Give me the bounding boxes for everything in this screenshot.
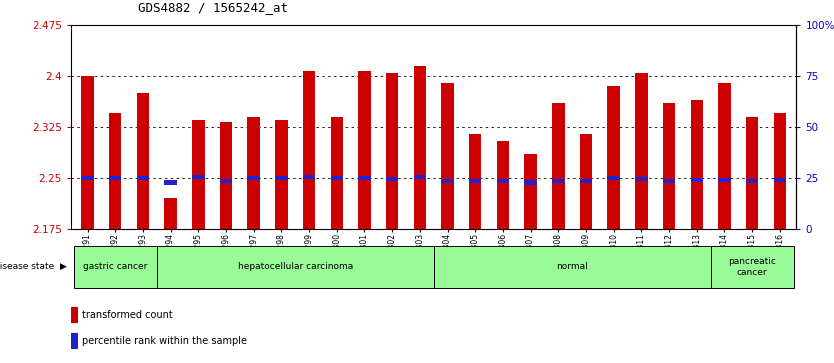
Bar bbox=[275, 120, 288, 229]
Bar bbox=[73, 245, 157, 288]
Bar bbox=[711, 245, 794, 288]
Bar bbox=[275, 176, 288, 180]
Bar bbox=[137, 176, 149, 180]
Bar bbox=[414, 175, 426, 179]
Bar bbox=[137, 93, 149, 229]
Bar bbox=[497, 140, 509, 229]
Bar bbox=[164, 198, 177, 229]
Bar bbox=[248, 117, 260, 229]
Bar bbox=[525, 154, 537, 229]
Bar bbox=[71, 307, 78, 323]
Bar bbox=[157, 245, 434, 288]
Bar bbox=[469, 134, 481, 229]
Bar bbox=[330, 117, 343, 229]
Bar bbox=[219, 179, 232, 183]
Bar bbox=[303, 71, 315, 229]
Bar bbox=[359, 176, 370, 180]
Bar bbox=[164, 180, 177, 185]
Bar bbox=[636, 73, 648, 229]
Bar bbox=[219, 122, 232, 229]
Bar bbox=[192, 120, 204, 229]
Bar bbox=[746, 117, 758, 229]
Bar bbox=[330, 176, 343, 180]
Bar bbox=[469, 179, 481, 183]
Text: pancreatic
cancer: pancreatic cancer bbox=[728, 257, 776, 277]
Text: disease state  ▶: disease state ▶ bbox=[0, 262, 67, 271]
Bar bbox=[386, 177, 399, 182]
Bar bbox=[109, 176, 122, 180]
Bar bbox=[774, 114, 786, 229]
Text: gastric cancer: gastric cancer bbox=[83, 262, 148, 271]
Bar bbox=[359, 71, 370, 229]
Bar bbox=[774, 178, 786, 182]
Bar bbox=[71, 333, 78, 349]
Bar bbox=[718, 178, 731, 182]
Bar bbox=[434, 245, 711, 288]
Bar bbox=[109, 114, 122, 229]
Text: percentile rank within the sample: percentile rank within the sample bbox=[83, 336, 248, 346]
Bar bbox=[636, 177, 648, 182]
Bar bbox=[691, 178, 703, 182]
Bar bbox=[81, 76, 93, 229]
Bar bbox=[718, 83, 731, 229]
Bar bbox=[414, 66, 426, 229]
Text: transformed count: transformed count bbox=[83, 310, 173, 320]
Text: GDS4882 / 1565242_at: GDS4882 / 1565242_at bbox=[138, 1, 288, 15]
Bar bbox=[580, 179, 592, 183]
Bar bbox=[525, 180, 537, 185]
Bar bbox=[663, 179, 676, 183]
Bar bbox=[303, 175, 315, 179]
Bar bbox=[441, 83, 454, 229]
Bar bbox=[497, 179, 509, 183]
Text: normal: normal bbox=[556, 262, 588, 271]
Bar bbox=[580, 134, 592, 229]
Bar bbox=[663, 103, 676, 229]
Bar bbox=[81, 176, 93, 180]
Text: hepatocellular carcinoma: hepatocellular carcinoma bbox=[238, 262, 353, 271]
Bar bbox=[441, 179, 454, 183]
Bar bbox=[192, 175, 204, 179]
Bar bbox=[552, 179, 565, 183]
Bar bbox=[607, 176, 620, 180]
Bar bbox=[552, 103, 565, 229]
Bar bbox=[691, 100, 703, 229]
Bar bbox=[607, 86, 620, 229]
Bar bbox=[248, 176, 260, 180]
Bar bbox=[386, 73, 399, 229]
Bar bbox=[746, 179, 758, 183]
